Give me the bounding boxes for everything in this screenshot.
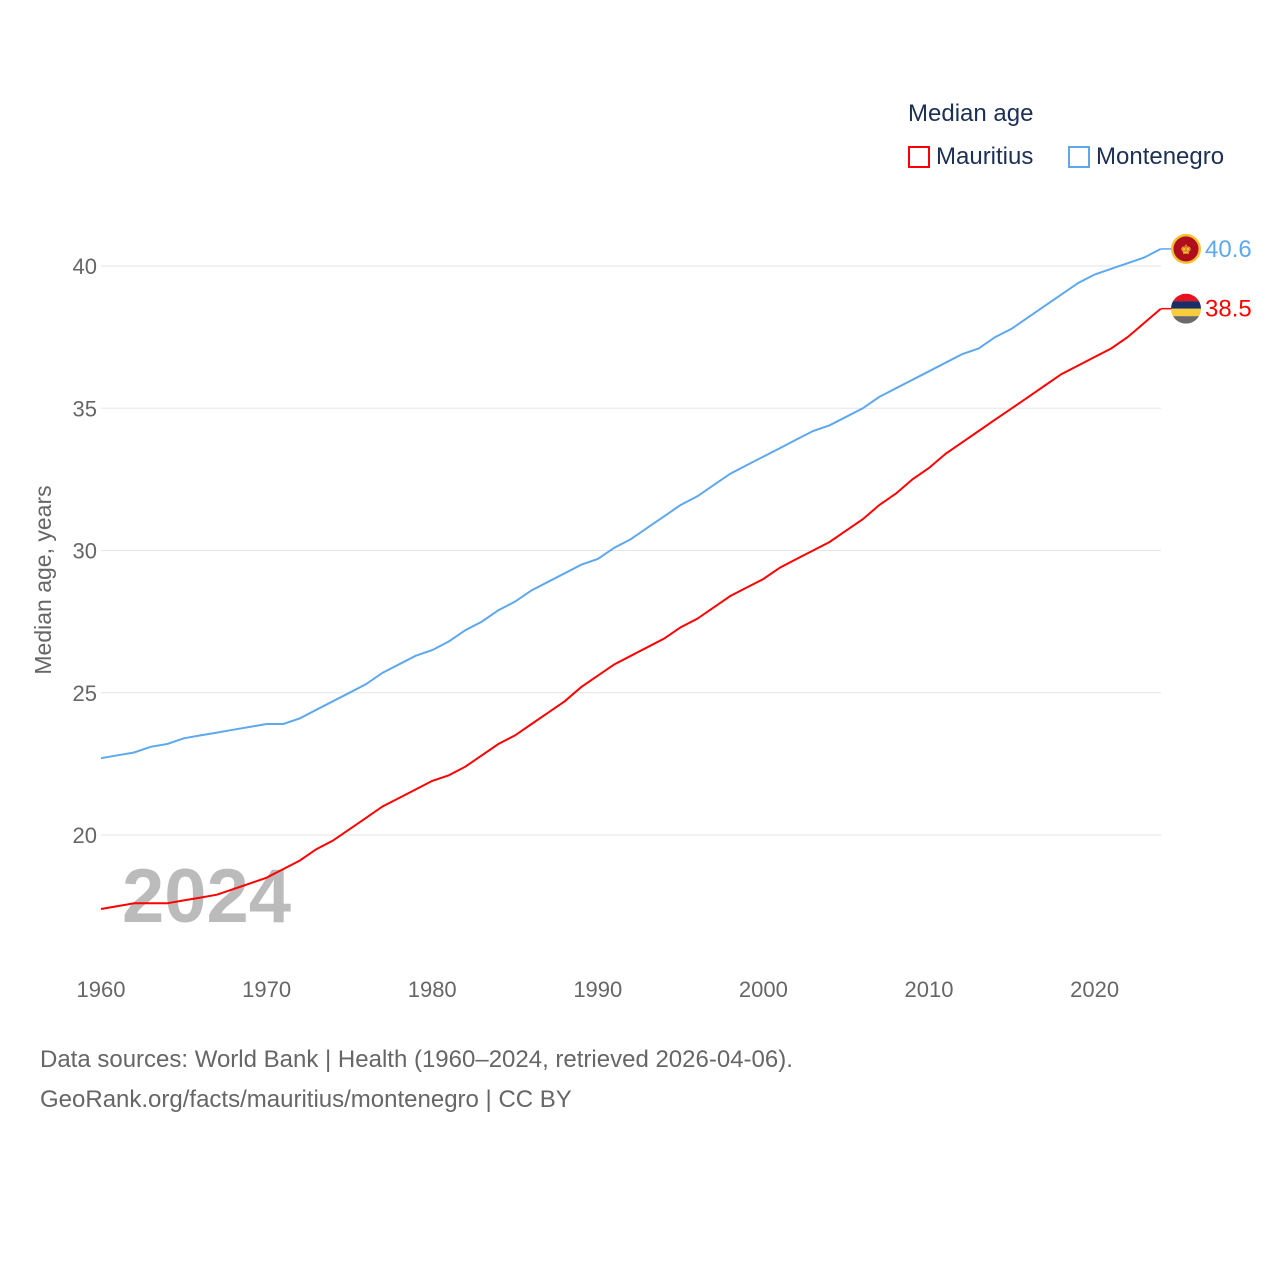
flag-emblem: ♚ xyxy=(1180,242,1192,257)
legend-label: Montenegro xyxy=(1096,143,1225,170)
x-tick-label: 1960 xyxy=(77,977,126,1002)
legend-title: Median age xyxy=(908,100,1034,127)
y-tick-label: 30 xyxy=(73,539,97,564)
x-tick-label: 2010 xyxy=(905,977,954,1002)
flag-field xyxy=(1173,236,1199,262)
source-url[interactable]: GeoRank.org/facts/mauritius/montenegro |… xyxy=(40,1086,572,1113)
end-value-label: 40.6 xyxy=(1205,236,1252,263)
source-note: Data sources: World Bank | Health (1960–… xyxy=(40,1046,793,1073)
x-tick-label: 2020 xyxy=(1070,977,1119,1002)
series-line-mauritius xyxy=(100,307,1162,910)
legend-item-montenegro[interactable]: Montenegro xyxy=(1068,143,1224,171)
end-value-label: 38.5 xyxy=(1205,296,1252,323)
series-line-montenegro xyxy=(100,248,1162,760)
x-tick-label: 1970 xyxy=(242,977,291,1002)
legend-swatch xyxy=(1068,146,1090,168)
mauritius-flag-icon xyxy=(1171,293,1201,324)
y-tick-label: 20 xyxy=(73,823,97,848)
x-tick-label: 1990 xyxy=(573,977,622,1002)
x-tick-label: 1980 xyxy=(408,977,457,1002)
y-tick-label: 35 xyxy=(73,396,97,421)
y-axis-label: Median age, years xyxy=(30,485,56,674)
legend-item-mauritius[interactable]: Mauritius xyxy=(908,143,1033,171)
x-tick-label: 2000 xyxy=(739,977,788,1002)
y-tick-label: 40 xyxy=(73,254,97,279)
y-tick-label: 25 xyxy=(73,681,97,706)
legend-label: Mauritius xyxy=(936,143,1034,170)
legend-swatch xyxy=(908,146,930,168)
